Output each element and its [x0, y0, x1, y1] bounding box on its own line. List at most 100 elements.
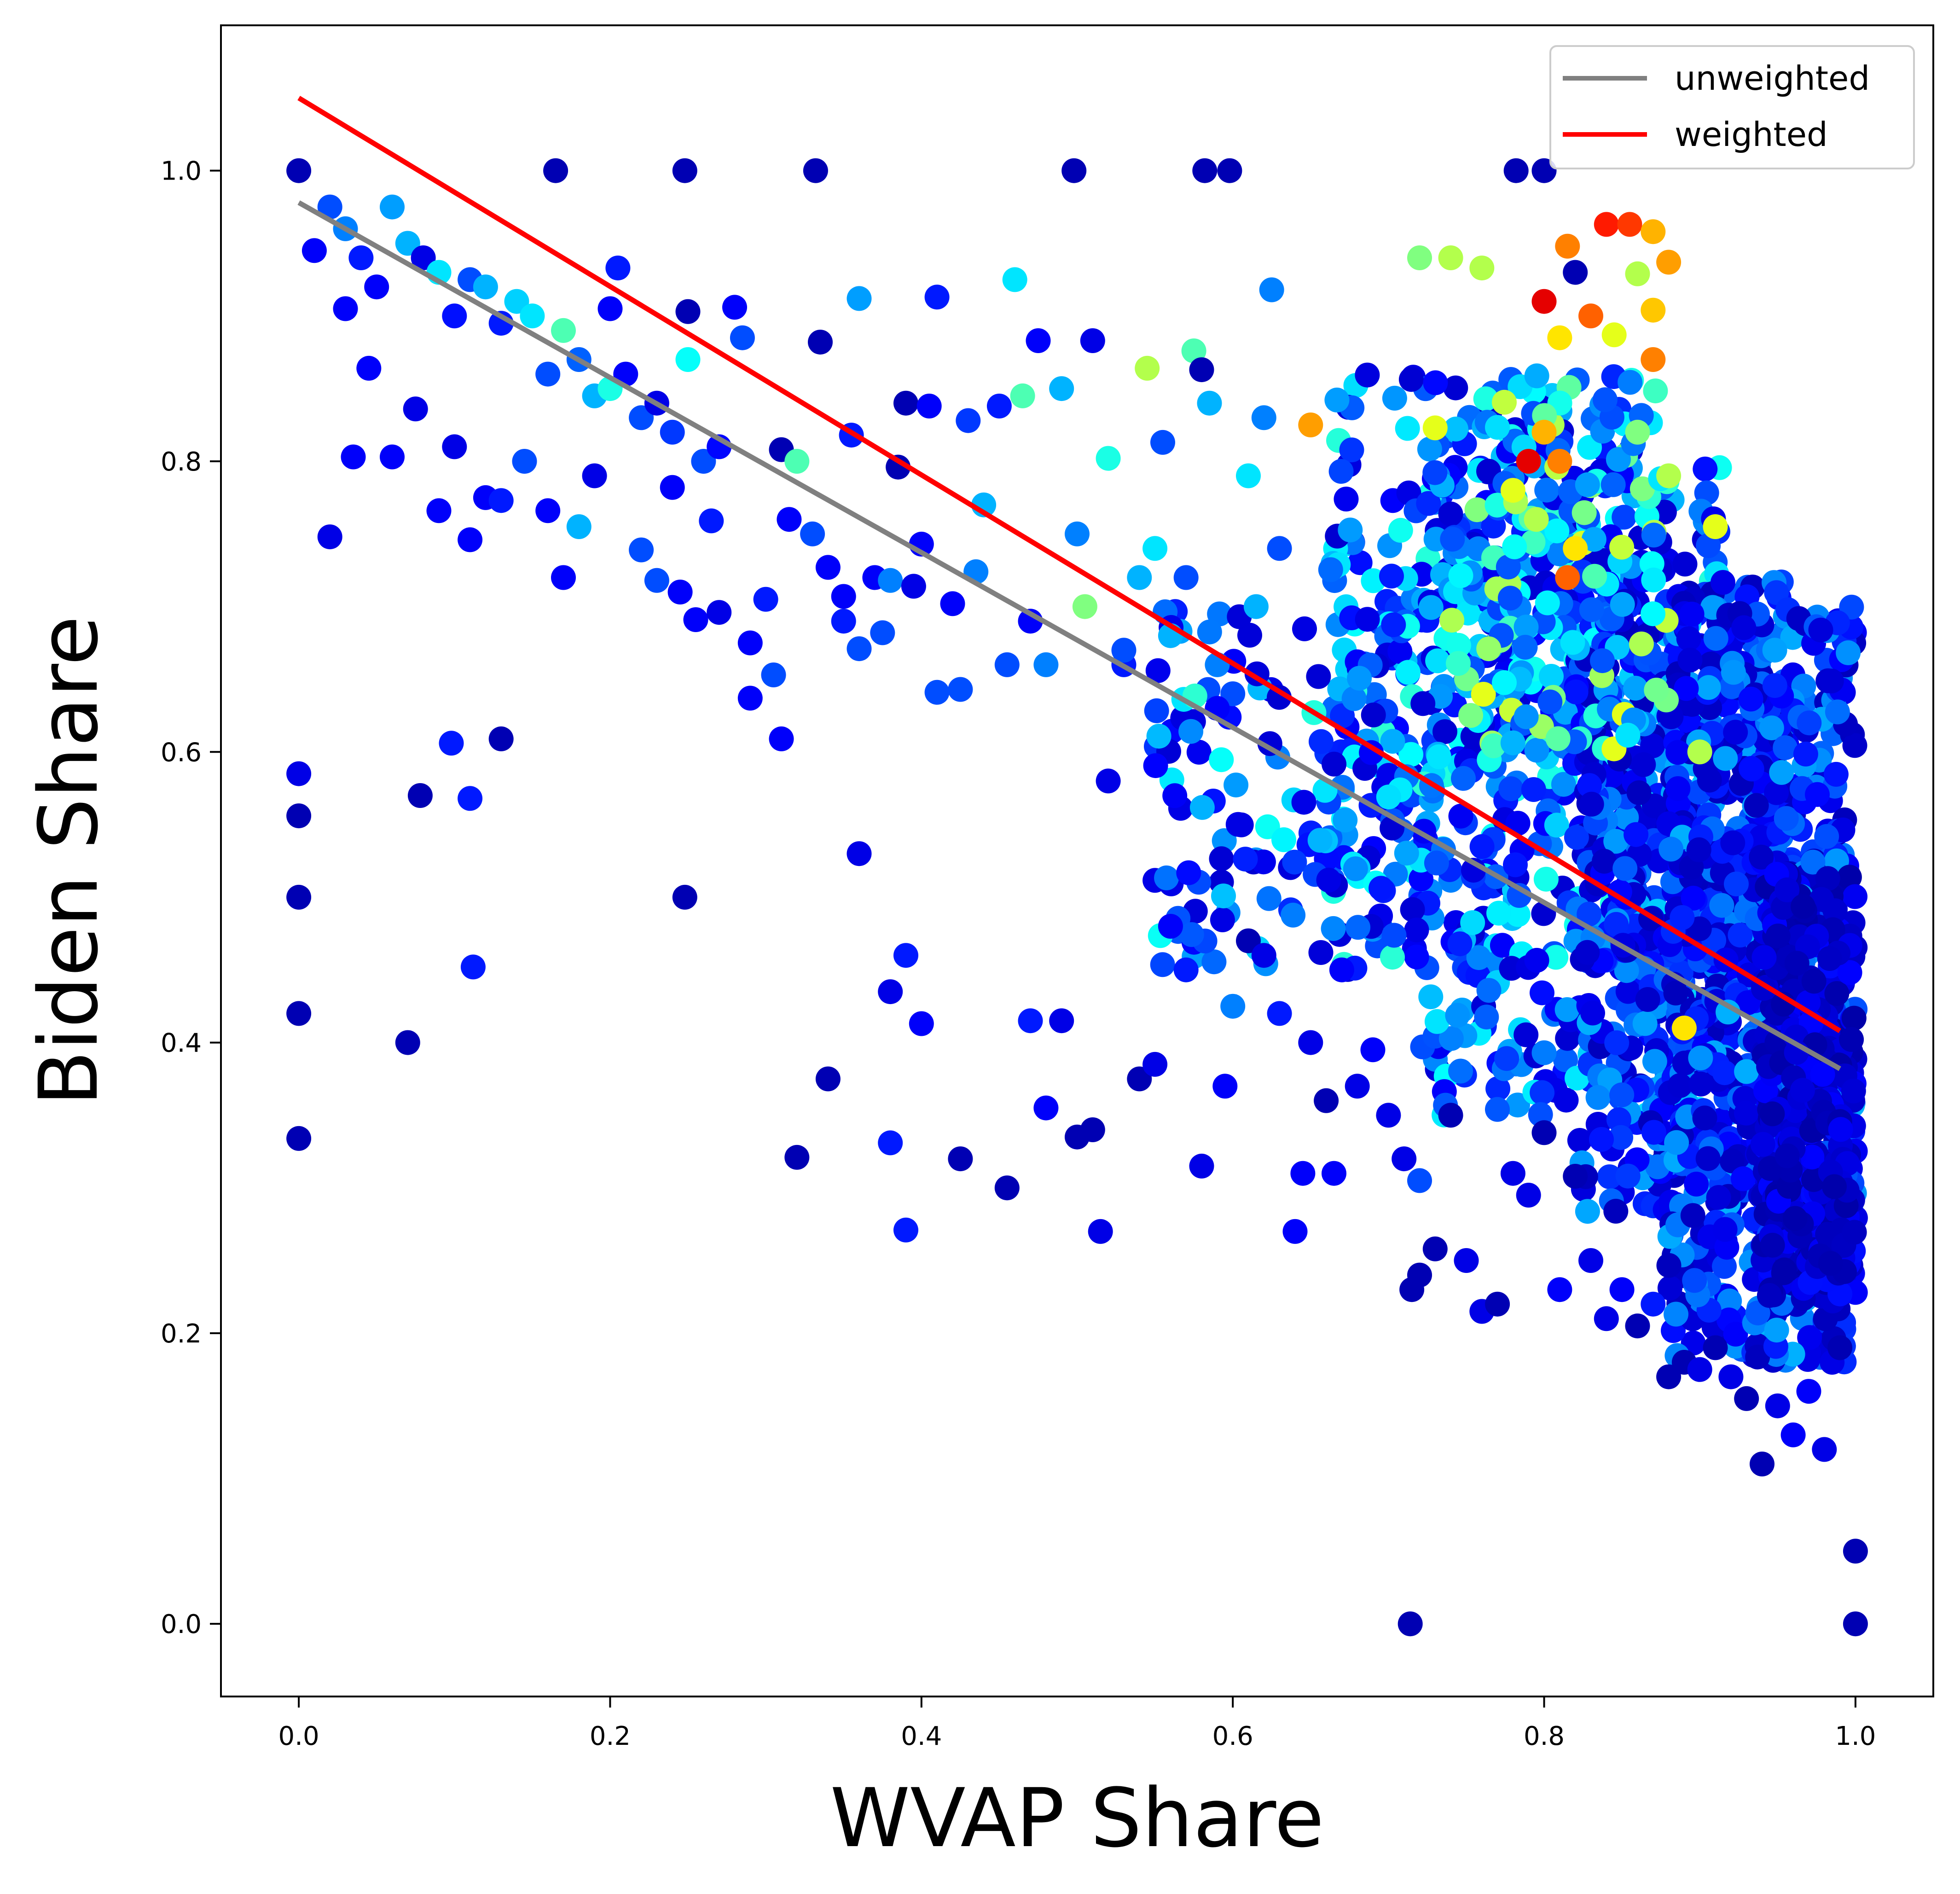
scatter-point: [940, 591, 965, 616]
scatter-point: [1577, 901, 1602, 927]
scatter-point: [1345, 915, 1371, 940]
scatter-point: [1176, 860, 1201, 885]
scatter-point: [582, 463, 607, 488]
scatter-point: [1656, 250, 1682, 275]
scatter-point: [1762, 673, 1787, 698]
scatter-point: [1446, 633, 1471, 658]
scatter-point: [1579, 791, 1604, 817]
legend-label-unweighted: unweighted: [1675, 59, 1870, 98]
scatter-point: [286, 158, 312, 183]
scatter-point: [1664, 1130, 1689, 1155]
scatter-point: [1476, 978, 1502, 1003]
scatter-point: [1676, 626, 1701, 651]
scatter-point: [1554, 997, 1580, 1022]
scatter-point: [847, 841, 872, 866]
scatter-point: [1684, 1172, 1709, 1197]
scatter-point: [1656, 1364, 1682, 1389]
scatter-point: [1150, 952, 1175, 977]
scatter-point: [1731, 615, 1757, 640]
scatter-point: [1592, 848, 1617, 874]
scatter-point: [1376, 1103, 1401, 1128]
scatter-point: [1049, 376, 1074, 401]
scatter-point: [847, 286, 872, 311]
scatter-point: [1703, 626, 1728, 651]
scatter-point: [1143, 753, 1168, 779]
scatter-point: [1135, 355, 1160, 381]
scatter-point: [1534, 477, 1560, 503]
scatter-point: [1224, 773, 1249, 798]
scatter-point: [1469, 834, 1495, 859]
scatter-point: [1641, 1291, 1666, 1317]
scatter-point: [1688, 1046, 1713, 1070]
scatter-point: [1757, 1156, 1783, 1181]
scatter-point: [1476, 636, 1502, 662]
scatter-point: [1682, 1268, 1707, 1293]
scatter-point: [1656, 463, 1682, 488]
scatter-point: [1805, 782, 1830, 807]
scatter-point: [1801, 969, 1827, 994]
scatter-point: [1734, 1386, 1759, 1411]
scatter-point: [1582, 564, 1607, 589]
scatter-point: [1665, 776, 1691, 801]
scatter-point: [1575, 472, 1600, 497]
scatter-point: [1424, 850, 1449, 876]
scatter-point: [1665, 740, 1691, 765]
scatter-point: [1764, 780, 1789, 805]
scatter-point: [1376, 784, 1401, 810]
scatter-point: [808, 330, 833, 355]
scatter-point: [1614, 958, 1639, 983]
scatter-point: [1256, 886, 1282, 911]
scatter-point: [1644, 678, 1669, 703]
scatter-point: [1173, 957, 1199, 982]
scatter-point: [1473, 386, 1498, 412]
scatter-point: [683, 607, 708, 632]
scatter-point: [1535, 590, 1560, 616]
scatter-point: [1448, 563, 1473, 588]
scatter-point: [317, 524, 342, 550]
scatter-point: [1615, 979, 1641, 1004]
scatter-point: [1329, 957, 1354, 982]
scatter-point: [924, 680, 950, 705]
scatter-point: [1658, 837, 1684, 862]
regression-line-unweighted: [297, 200, 1841, 1071]
scatter-point: [986, 394, 1012, 418]
scatter-point: [1608, 1125, 1634, 1150]
scatter-point: [1484, 493, 1510, 518]
scatter-point: [1797, 1325, 1822, 1350]
scatter-point: [442, 303, 467, 329]
scatter-point: [395, 1030, 420, 1055]
scatter-point: [1765, 1393, 1790, 1418]
scatter-point: [1843, 884, 1867, 909]
scatter-point: [1381, 923, 1407, 948]
scatter-point: [286, 761, 312, 786]
scatter-point: [1738, 686, 1763, 712]
scatter-point: [737, 630, 763, 656]
scatter-point: [1251, 943, 1276, 968]
scatter-point: [1418, 595, 1444, 620]
scatter-point: [1338, 517, 1363, 543]
scatter-point: [1796, 1379, 1821, 1404]
scatter-point: [1606, 447, 1631, 472]
scatter-point: [286, 884, 312, 910]
scatter-point: [1580, 1000, 1605, 1026]
scatter-point: [1531, 1120, 1557, 1145]
scatter-point: [1432, 719, 1457, 744]
scatter-point: [1818, 1251, 1843, 1276]
scatter-point: [1581, 527, 1606, 552]
scatter-point: [1497, 586, 1523, 611]
scatter-point: [1186, 739, 1212, 765]
scatter-point: [1146, 724, 1171, 749]
scatter-point: [1418, 984, 1444, 1010]
scatter-point: [1828, 1117, 1853, 1142]
scatter-point: [439, 731, 464, 756]
scatter-point: [1641, 523, 1666, 548]
y-tick-label: 0.0: [161, 1609, 202, 1639]
scatter-point: [1443, 375, 1468, 401]
scatter-point: [1681, 885, 1706, 911]
scatter-point: [1290, 1161, 1316, 1186]
scatter-point: [1843, 1539, 1868, 1564]
scatter-point: [893, 390, 918, 416]
scatter-point: [1842, 733, 1867, 758]
scatter-point: [1609, 1082, 1635, 1108]
scatter-point: [1282, 1219, 1308, 1244]
